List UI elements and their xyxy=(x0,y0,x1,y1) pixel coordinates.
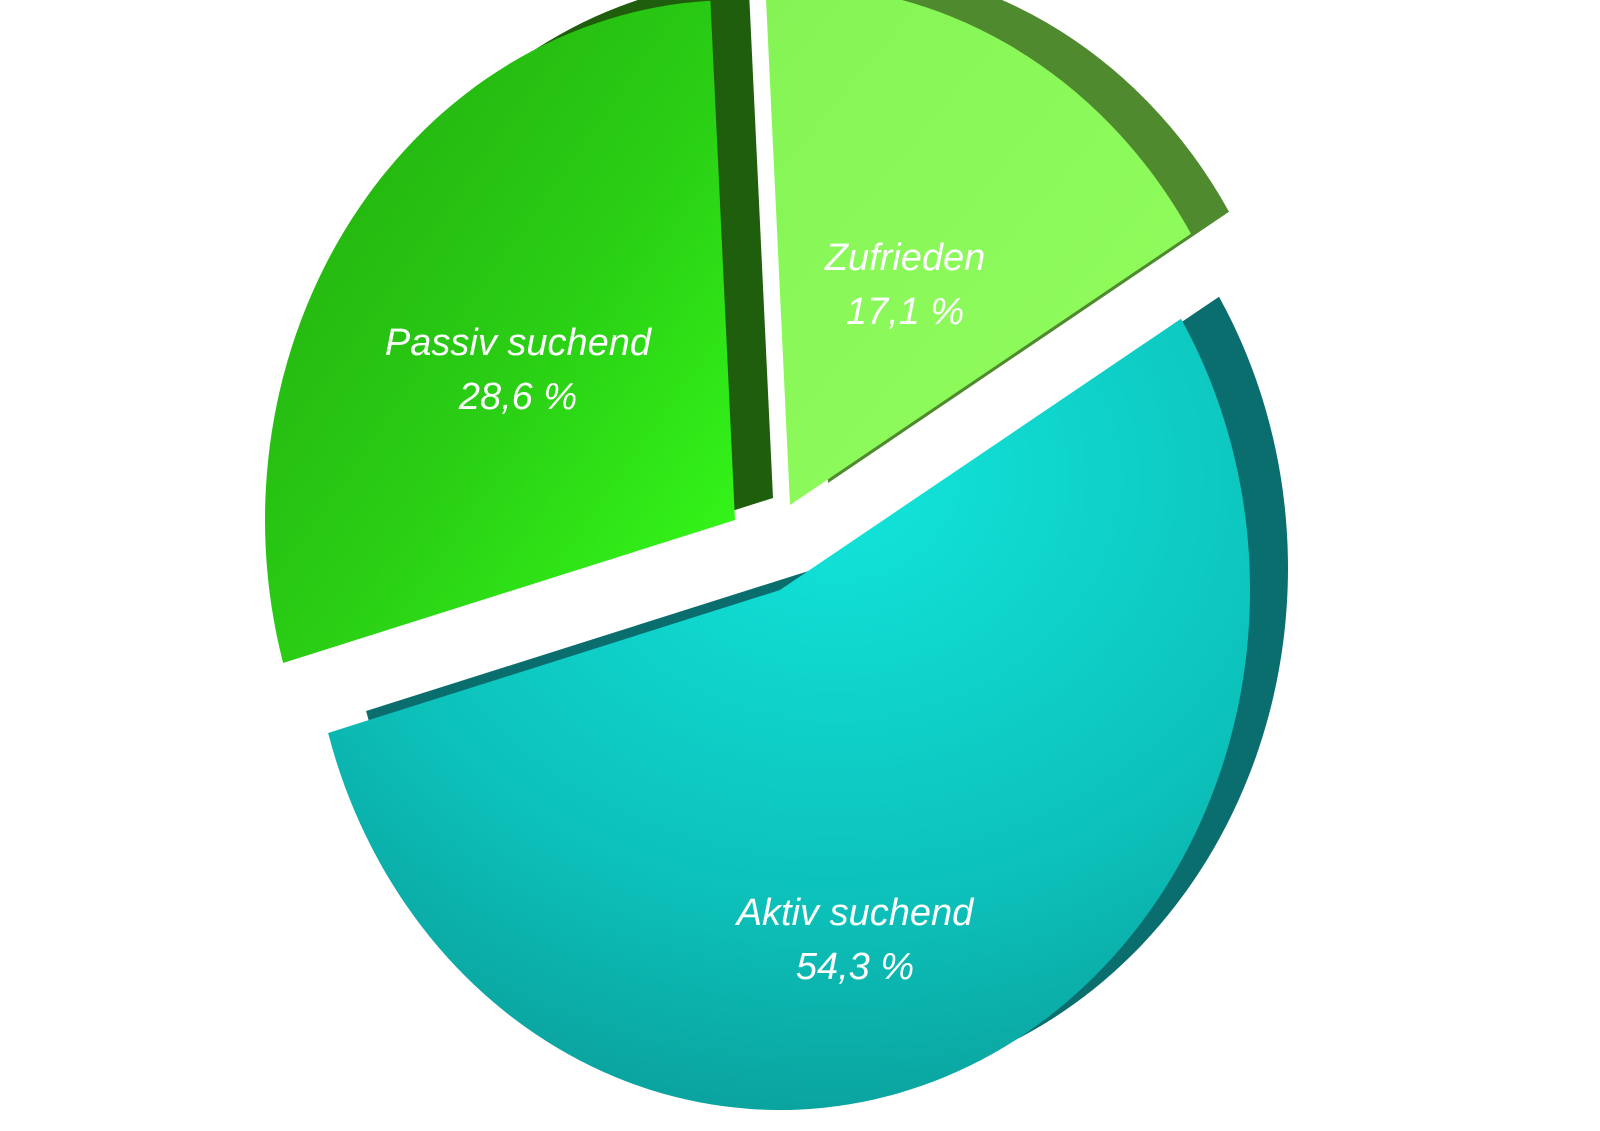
pie-slice-passiv-suchend xyxy=(265,0,735,663)
pie-slice-zufrieden xyxy=(766,0,1191,505)
slice-label-value: 54,3 % xyxy=(795,946,915,988)
slice-label-name: Aktiv suchend xyxy=(736,892,974,934)
slice-label-name: Zufrieden xyxy=(824,237,986,279)
slice-label-value: 17,1 % xyxy=(845,291,965,333)
slice-label-aktiv-suchend: Aktiv suchend 54,3 % xyxy=(737,886,974,994)
slice-label-passiv-suchend: Passiv suchend 28,6 % xyxy=(385,316,651,424)
slice-label-name: Passiv suchend xyxy=(384,322,652,364)
pie-slice-aktiv-suchend xyxy=(328,318,1250,1111)
slice-label-value: 28,6 % xyxy=(458,376,578,418)
slice-label-zufrieden: Zufrieden 17,1 % xyxy=(825,231,986,339)
